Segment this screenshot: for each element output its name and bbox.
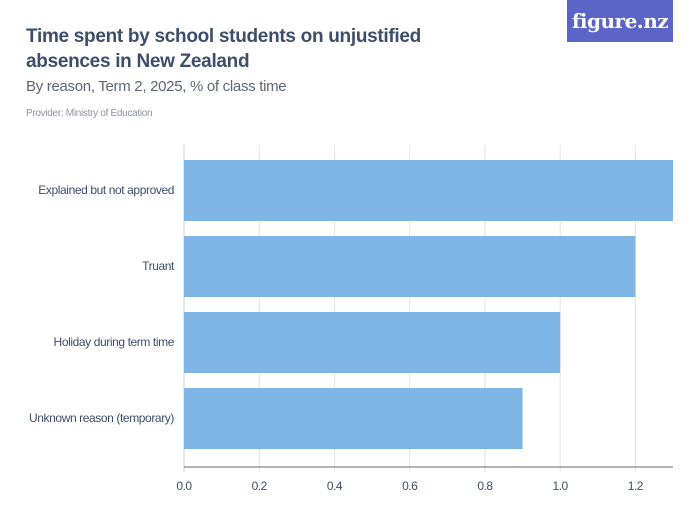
bar[interactable] [184, 160, 673, 221]
x-tick-label: 1.2 [627, 479, 644, 493]
x-tick-label: 0.0 [176, 479, 192, 493]
category-label: Explained but not approved [38, 182, 174, 197]
x-tick-label: 0.8 [477, 479, 493, 493]
bar[interactable] [184, 388, 523, 449]
x-tick-label: 1.0 [552, 479, 569, 493]
bar[interactable] [184, 236, 636, 297]
figure-nz-logo[interactable]: figure.nz [567, 0, 673, 42]
category-label: Truant [142, 258, 174, 273]
x-tick-label: 0.2 [251, 479, 268, 493]
category-label: Holiday during term time [53, 334, 175, 349]
x-tick-label: 0.4 [326, 479, 343, 493]
x-tick-label: 0.6 [402, 479, 418, 493]
bar[interactable] [184, 312, 561, 373]
chart-subtitle: By reason, Term 2, 2025, % of class time [26, 78, 287, 95]
chart-title: Time spent by school students on unjusti… [26, 26, 421, 72]
category-label: Unknown reason (temporary) [29, 410, 174, 425]
provider-credit: Provider: Ministry of Education [26, 108, 153, 119]
